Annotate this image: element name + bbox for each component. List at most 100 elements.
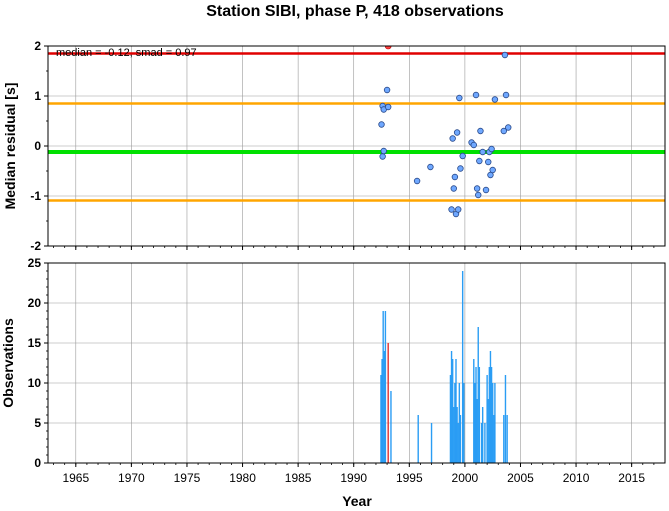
residual-y-tick-label: 1 — [34, 89, 41, 103]
year-tick-label: 1975 — [174, 471, 201, 485]
observation-bar — [459, 415, 462, 463]
observations-y-tick-label: 20 — [28, 296, 42, 310]
observations-y-tick-label: 10 — [28, 376, 42, 390]
observations-panel: 0 5 10 15 20 25 1965 1970 1975 1980 1985 1990 1995 2… — [0, 256, 666, 509]
residual-point — [491, 96, 499, 103]
residual-points — [378, 45, 512, 218]
residual-point — [479, 148, 486, 156]
observation-bar — [478, 367, 481, 463]
residual-point — [472, 91, 480, 99]
observation-bar — [461, 271, 464, 463]
observation-bar — [503, 415, 505, 463]
observations-y-tick-label: 0 — [34, 456, 41, 470]
year-tick-label: 2000 — [452, 471, 479, 485]
observation-bar — [476, 399, 478, 463]
observation-bar — [453, 407, 455, 463]
observation-bar — [456, 407, 458, 463]
observations-plot-area — [48, 263, 665, 463]
observation-bar — [458, 383, 461, 463]
year-tick-label: 1990 — [340, 471, 367, 485]
observation-bar — [475, 367, 477, 463]
observation-bar — [477, 327, 479, 463]
residual-y-tick-label: -2 — [30, 239, 41, 253]
residual-point — [502, 91, 510, 99]
residual-point — [488, 145, 495, 153]
residual-y-tick-label: 2 — [34, 39, 41, 53]
residual-point — [378, 121, 385, 128]
observation-bar — [490, 367, 493, 463]
residual-point — [482, 186, 490, 194]
residual-point — [451, 173, 459, 181]
residual-point — [384, 103, 392, 111]
observation-bar — [430, 423, 433, 463]
residual-point — [501, 51, 509, 59]
year-x-ticks: 1965 1970 1975 1980 1985 1990 1995 2000 2005 2010… — [53, 463, 655, 485]
observation-bar — [491, 383, 494, 463]
year-tick-label: 1970 — [118, 471, 145, 485]
observation-bar — [382, 311, 384, 463]
residual-point — [379, 153, 386, 160]
year-tick-label: 2015 — [618, 471, 645, 485]
residual-point — [477, 127, 484, 135]
observation-bar — [487, 399, 489, 463]
observation-bars — [380, 271, 508, 463]
residual-point — [485, 158, 492, 166]
residual-point — [489, 166, 496, 174]
year-x-axis-label: Year — [342, 493, 372, 509]
observations-y-axis-label: Observations — [0, 318, 16, 408]
observations-y-ticks: 0 5 10 15 20 25 — [28, 256, 48, 470]
observation-bar — [481, 407, 484, 463]
observations-frame — [47, 262, 666, 464]
observation-bar — [387, 343, 389, 463]
observation-bar — [504, 375, 507, 463]
residual-panel: -2 -1 0 1 2 median = -0.12, smad = 0.97 Medi… — [2, 39, 666, 253]
observation-bar — [381, 359, 383, 463]
residual-point — [457, 165, 464, 172]
year-tick-label: 2010 — [563, 471, 590, 485]
observation-bar — [480, 423, 483, 463]
observations-y-tick-label: 15 — [28, 336, 42, 350]
observation-bar — [380, 375, 382, 463]
observation-bar — [489, 351, 492, 463]
residual-point — [380, 147, 387, 155]
residual-point — [476, 157, 483, 165]
residual-reference-lines — [48, 52, 665, 202]
observation-bar — [486, 375, 488, 463]
observation-bar — [506, 415, 508, 463]
observation-bar — [494, 383, 496, 463]
residual-point — [505, 124, 512, 131]
residual-point — [455, 206, 462, 213]
residual-point — [453, 129, 461, 136]
observation-bar — [484, 423, 486, 463]
observation-bar — [457, 423, 459, 463]
residual-point — [459, 152, 466, 160]
residual-point — [449, 135, 456, 142]
residual-point — [383, 86, 391, 94]
observation-bar — [493, 415, 495, 463]
residual-point — [456, 94, 463, 102]
year-tick-label: 1985 — [285, 471, 312, 485]
residual-annotation: median = -0.12, smad = 0.97 — [56, 47, 197, 59]
observation-bar — [384, 311, 387, 463]
residual-point — [450, 185, 457, 192]
residual-y-ticks: -2 -1 0 1 2 — [30, 39, 48, 253]
residual-point — [475, 191, 482, 199]
observations-y-tick-label: 5 — [34, 416, 41, 430]
residual-y-tick-label: -1 — [30, 189, 41, 203]
residual-point — [448, 206, 455, 213]
observation-bar — [474, 383, 476, 463]
year-tick-label: 1995 — [396, 471, 423, 485]
residual-point — [473, 185, 481, 192]
residual-frame — [47, 45, 666, 247]
observation-bar — [383, 351, 385, 463]
residual-point — [427, 163, 434, 171]
observation-bar — [390, 391, 392, 463]
residual-y-axis-label: Median residual [s] — [2, 83, 18, 210]
year-tick-label: 1980 — [229, 471, 256, 485]
observation-bar — [473, 359, 475, 463]
observation-bar — [488, 367, 491, 463]
observation-bar — [463, 383, 465, 463]
observation-bar — [449, 375, 452, 463]
observation-bar — [417, 415, 419, 463]
